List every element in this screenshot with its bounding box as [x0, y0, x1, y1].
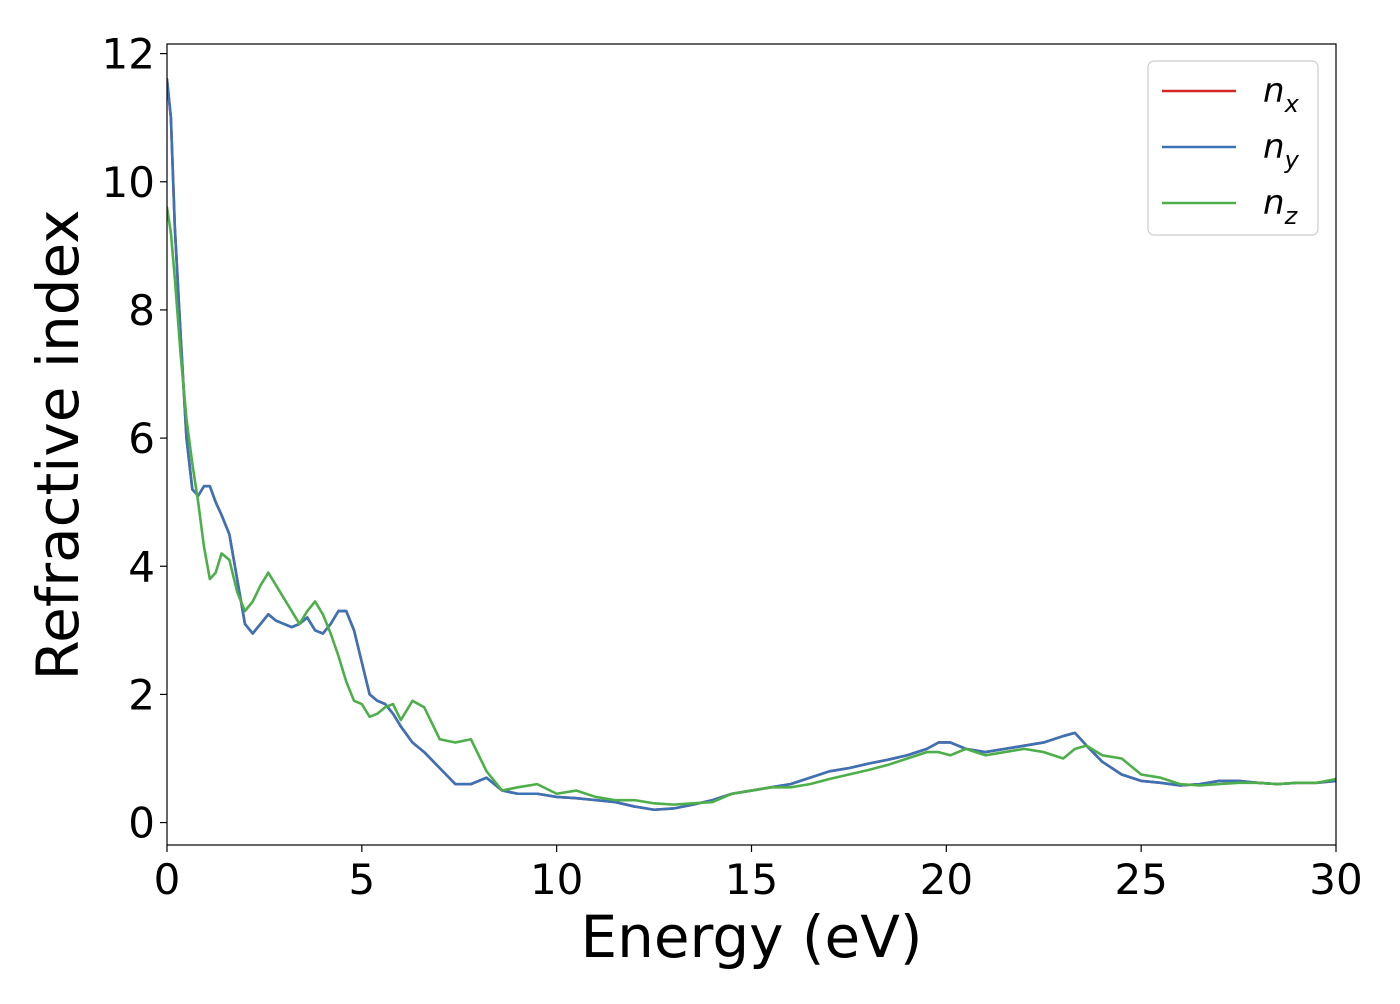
series-line-z	[167, 206, 1336, 806]
y-axis-ticks: 0 2 4 6 8 10 12	[102, 30, 167, 848]
legend-label-y: ny	[1263, 127, 1300, 174]
legend: nx ny nz	[1147, 60, 1319, 236]
x-axis-ticks: 0 5 10 15 20 25 30	[154, 845, 1363, 904]
x-tick-label: 5	[348, 855, 375, 904]
y-tick-label: 0	[128, 799, 155, 848]
legend-label-x: nx	[1263, 71, 1300, 118]
plot-background	[167, 44, 1336, 845]
x-tick-label: 20	[920, 855, 973, 904]
y-tick-label: 2	[128, 670, 155, 719]
y-axis-label: Refractive index	[24, 209, 92, 680]
y-tick-label: 6	[128, 414, 155, 463]
y-tick-label: 12	[102, 30, 155, 79]
series-layer	[167, 77, 1336, 812]
x-tick-label: 30	[1309, 855, 1362, 904]
x-tick-label: 15	[725, 855, 778, 904]
y-tick-label: 8	[128, 286, 155, 335]
x-tick-label: 25	[1114, 855, 1167, 904]
x-tick-label: 0	[154, 855, 181, 904]
y-tick-label: 10	[102, 158, 155, 207]
y-tick-label: 4	[128, 542, 155, 591]
x-axis-label: Energy (eV)	[580, 903, 922, 971]
legend-label-z: nz	[1263, 183, 1299, 230]
x-tick-label: 10	[530, 855, 583, 904]
series-line-y	[167, 77, 1336, 812]
